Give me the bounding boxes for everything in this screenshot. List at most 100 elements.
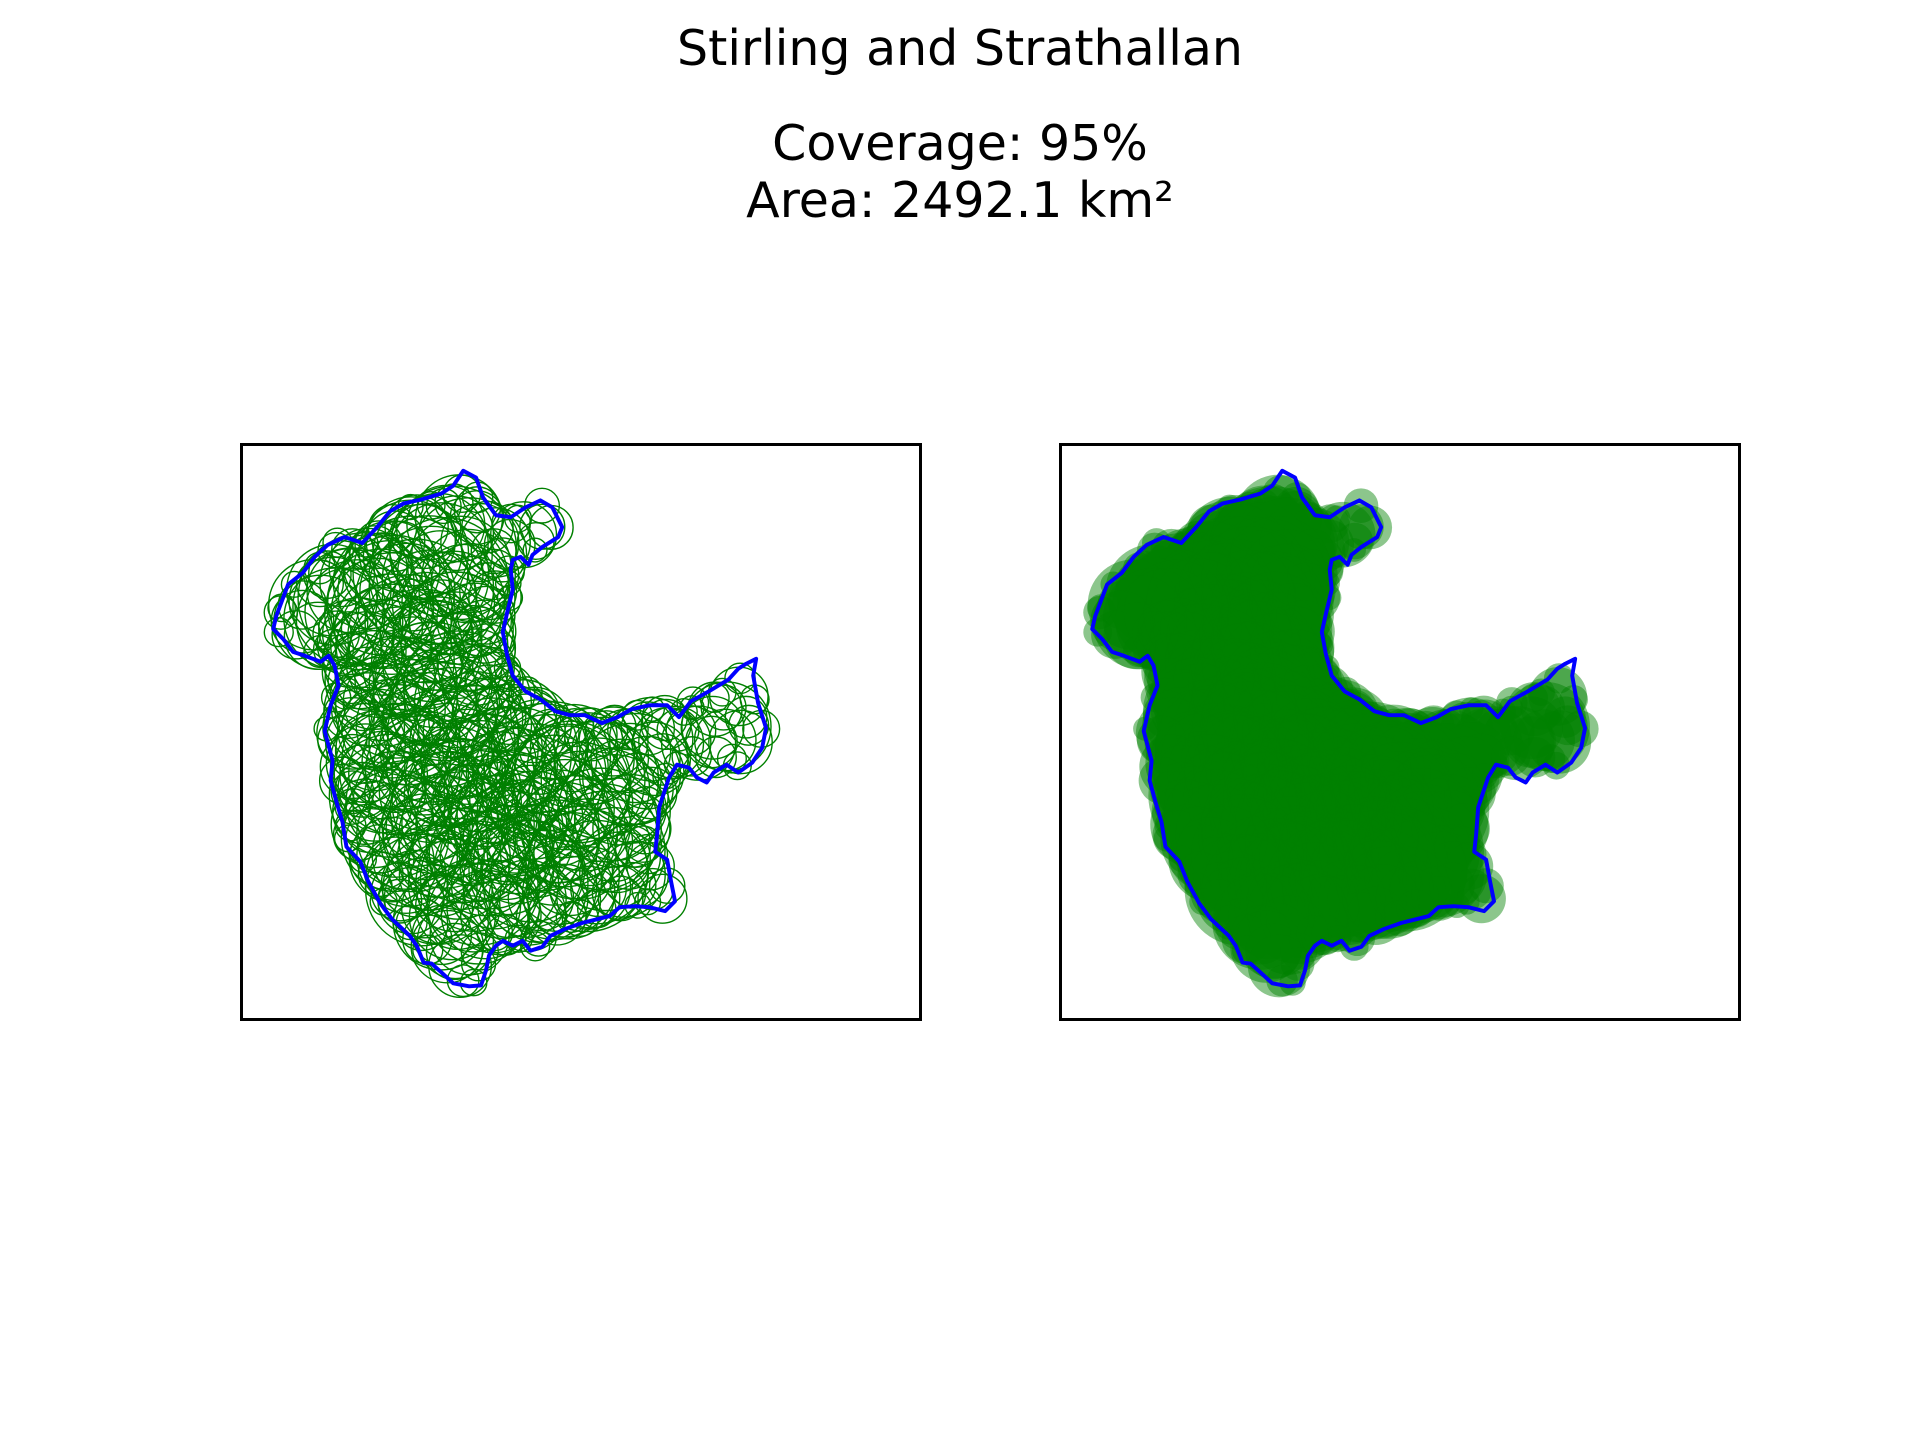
coverage-circle	[1354, 710, 1399, 754]
coverage-circle	[507, 864, 575, 932]
coverage-circle	[1257, 628, 1334, 706]
coverage-circle	[1223, 642, 1329, 748]
coverage-circle	[1335, 759, 1434, 858]
coverage-circle	[1175, 806, 1277, 907]
coverage-circle	[1364, 820, 1468, 924]
coverage-circle	[1440, 701, 1494, 755]
coverage-circle	[1335, 800, 1419, 883]
coverage-circle	[1100, 571, 1127, 598]
coverage-circle	[1300, 747, 1387, 834]
coverage-circles	[1083, 474, 1599, 998]
coverage-circle	[1282, 820, 1407, 946]
coverage-circle	[1158, 731, 1247, 819]
coverage-circle	[1155, 684, 1280, 810]
coverage-circle	[1220, 591, 1327, 699]
coverage-circle	[1273, 773, 1382, 882]
coverage-circle	[1228, 808, 1330, 910]
coverage-circle	[1336, 840, 1421, 925]
coverage-circle	[627, 786, 665, 823]
coverage-circle	[591, 865, 647, 921]
coverage-circle	[1401, 739, 1481, 818]
coverage-circle	[1273, 606, 1323, 656]
coverage-circle	[1206, 667, 1338, 799]
coverage-circle	[295, 567, 404, 676]
coverage-circle	[1398, 831, 1485, 918]
coverage-circle	[1198, 739, 1302, 843]
coverage-circle	[474, 662, 536, 724]
coverage-circle	[1343, 488, 1379, 523]
coverage-circle	[1083, 595, 1117, 630]
coverage-circle	[1264, 707, 1377, 820]
coverage-circle	[1175, 778, 1290, 892]
coverage-circle	[1319, 769, 1433, 884]
coverage-circle	[1257, 714, 1356, 812]
coverage-circle	[1284, 706, 1366, 788]
outline-circles-panel	[240, 443, 922, 1021]
coverage-circle	[624, 825, 663, 863]
coverage-circle	[415, 820, 541, 946]
coverage-circle	[1367, 738, 1469, 839]
coverage-circle	[1543, 663, 1575, 694]
coverage-circle	[1266, 827, 1378, 939]
coverage-circle	[527, 886, 587, 946]
coverage-circle	[1175, 675, 1276, 776]
coverage-circle	[1457, 706, 1530, 779]
coverage-circle	[1142, 603, 1257, 718]
coverage-circle	[1360, 712, 1454, 806]
coverage-circle	[418, 495, 495, 572]
region-boundary	[271, 468, 769, 989]
coverage-circle	[425, 488, 462, 525]
coverage-circle	[1237, 544, 1329, 635]
coverage-circle	[1278, 805, 1373, 900]
coverage-circle	[458, 804, 554, 901]
coverage-circle	[1348, 741, 1449, 843]
coverage-circle	[1141, 687, 1224, 769]
coverage-circle	[1210, 600, 1301, 691]
coverage-circle	[1162, 533, 1231, 602]
coverage-circle	[1188, 515, 1308, 636]
coverage-circle	[1368, 846, 1450, 928]
coverage-circle	[1204, 494, 1268, 559]
coverage-circle	[1201, 835, 1312, 945]
coverage-circle	[1156, 766, 1232, 842]
coverage-circle	[1164, 806, 1231, 874]
coverage-circle	[1201, 572, 1291, 662]
coverage-circle	[1207, 493, 1308, 593]
coverage-circle	[446, 964, 480, 998]
coverage-circle	[1102, 568, 1204, 669]
coverage-circle	[1457, 874, 1506, 924]
coverage-circle	[520, 920, 557, 957]
coverage-circle	[1160, 587, 1242, 669]
coverage-circle	[1391, 717, 1455, 781]
coverage-circle	[1233, 644, 1351, 762]
coverage-circle	[1514, 736, 1556, 778]
coverage-circle	[1196, 867, 1264, 934]
coverage-circle	[1358, 768, 1481, 890]
coverage-circle	[1154, 762, 1210, 818]
coverage-circle	[1375, 866, 1439, 930]
coverage-circle	[1374, 708, 1413, 747]
coverage-circle	[526, 725, 609, 808]
coverage-circle	[555, 900, 588, 933]
coverage-circle	[1206, 825, 1292, 911]
coverage-circle	[1188, 526, 1313, 651]
coverage-circle	[330, 770, 375, 815]
coverage-circle	[1247, 671, 1342, 766]
coverage-circle	[590, 712, 681, 804]
coverage-circle	[403, 641, 511, 749]
coverage-circle	[1245, 782, 1372, 909]
coverage-circle	[1201, 763, 1326, 889]
coverage-circle	[1097, 580, 1146, 630]
coverage-circle	[1242, 684, 1339, 781]
coverage-circle	[1223, 752, 1311, 840]
coverage-circle	[1132, 611, 1179, 658]
coverage-circle	[1299, 820, 1402, 923]
coverage-circle	[1178, 543, 1274, 639]
coverage-circle	[1544, 696, 1586, 738]
coverage-circle	[1302, 829, 1416, 943]
coverage-circle	[1315, 701, 1430, 816]
coverage-circle	[1306, 694, 1385, 772]
coverage-circle	[1500, 696, 1563, 760]
coverage-circle	[634, 888, 662, 916]
filled-circles-panel	[1059, 443, 1741, 1021]
